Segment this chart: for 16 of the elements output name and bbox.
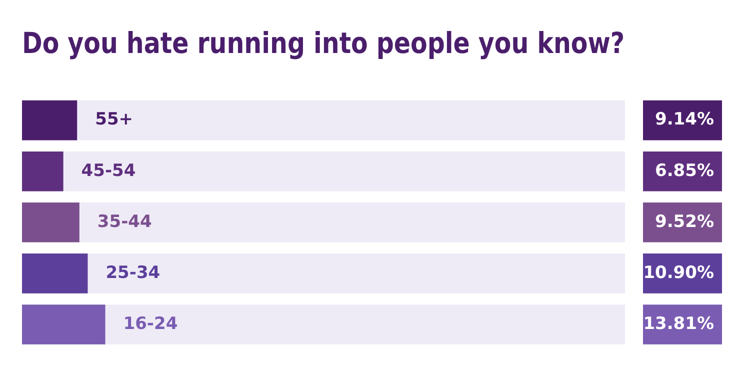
bar (22, 100, 78, 140)
y-tick-label: 35-44 (97, 212, 152, 232)
y-tick-label: 16-24 (123, 314, 178, 334)
data-label: 10.90% (643, 262, 714, 283)
data-label: 13.81% (643, 314, 714, 334)
bar (22, 254, 88, 294)
bar (22, 151, 64, 192)
y-tick-label: 55+ (95, 110, 134, 130)
y-tick-label: 45-54 (81, 160, 136, 181)
bar (22, 304, 106, 344)
y-tick-label: 25-34 (106, 262, 160, 283)
bar (22, 202, 80, 242)
chart-title: Do you hate running into people you know? (22, 27, 625, 60)
data-label: 9.14% (655, 110, 714, 130)
data-label: 9.52% (655, 212, 714, 232)
data-label: 6.85% (655, 160, 714, 181)
